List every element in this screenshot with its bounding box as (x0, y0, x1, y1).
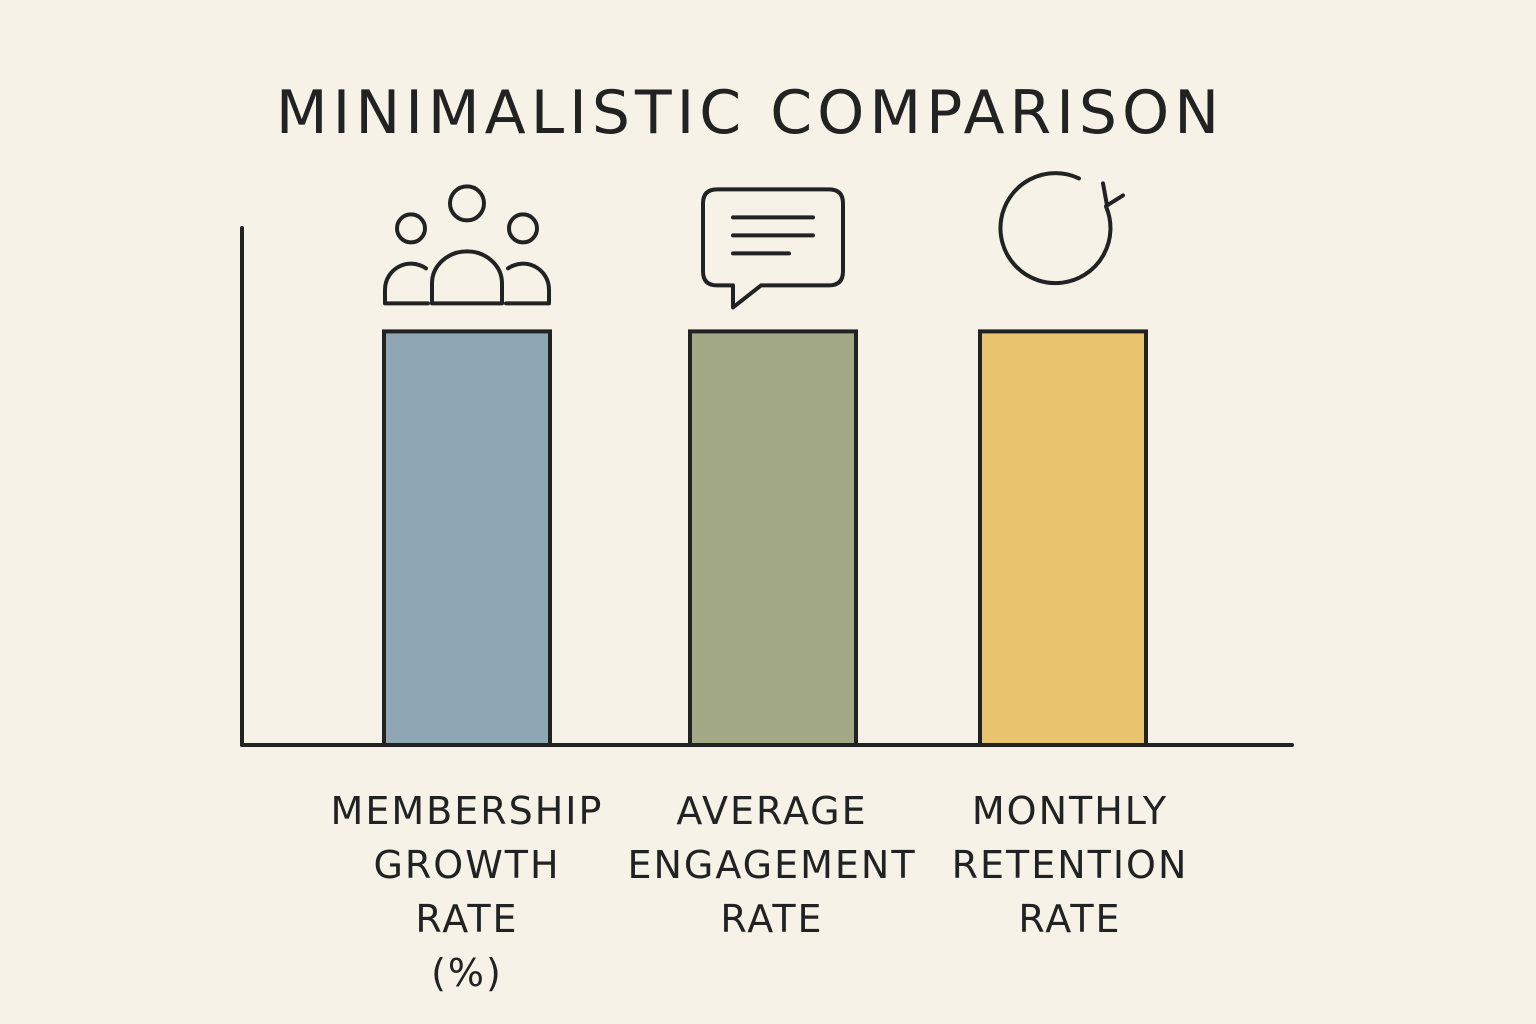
category-label-membership-growth: MEMBERSHIP GROWTH RATE (%) (330, 789, 604, 995)
chat-bubble-icon (701, 187, 845, 310)
category-label-average-engagement: AVERAGE ENGAGEMENT RATE (627, 789, 917, 941)
bar-3 (978, 329, 1148, 747)
icons-group (383, 171, 1125, 310)
refresh-icon (998, 171, 1125, 286)
bar-2 (688, 329, 858, 747)
chart-title: MINIMALISTIC COMPARISON (275, 78, 1225, 148)
bars-group (382, 329, 1148, 747)
bar-1 (382, 329, 552, 747)
category-label-monthly-retention: MONTHLY RETENTION RATE (951, 789, 1189, 941)
people-group-icon (383, 184, 551, 306)
